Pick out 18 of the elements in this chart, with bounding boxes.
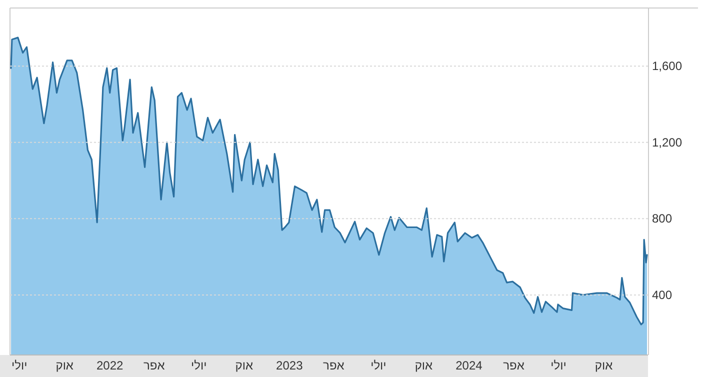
x-tick-label: יולי <box>550 358 566 373</box>
x-tick-label: יולי <box>370 358 386 373</box>
y-tick-label: 1,600 <box>652 58 682 73</box>
x-tick-label: 2022 <box>96 358 124 373</box>
x-tick-label: אוק <box>56 358 74 373</box>
x-tick-label: אפר <box>143 358 166 373</box>
y-tick-label: 800 <box>652 212 672 226</box>
x-tick-label: אפר <box>503 358 525 373</box>
x-tick-label: אוק <box>594 358 614 373</box>
y-tick-label: 400 <box>652 288 672 302</box>
x-tick-label: אוק <box>414 358 434 373</box>
x-tick-label: אפר <box>323 358 345 373</box>
x-tick-label: 2024 <box>456 358 483 373</box>
x-tick-label: אוק <box>235 358 254 373</box>
y-tick-label: 1,200 <box>652 135 682 150</box>
x-tick-label: 2023 <box>276 358 304 373</box>
x-tick-label: יולי <box>11 358 28 373</box>
x-tick-label: יולי <box>191 358 207 373</box>
